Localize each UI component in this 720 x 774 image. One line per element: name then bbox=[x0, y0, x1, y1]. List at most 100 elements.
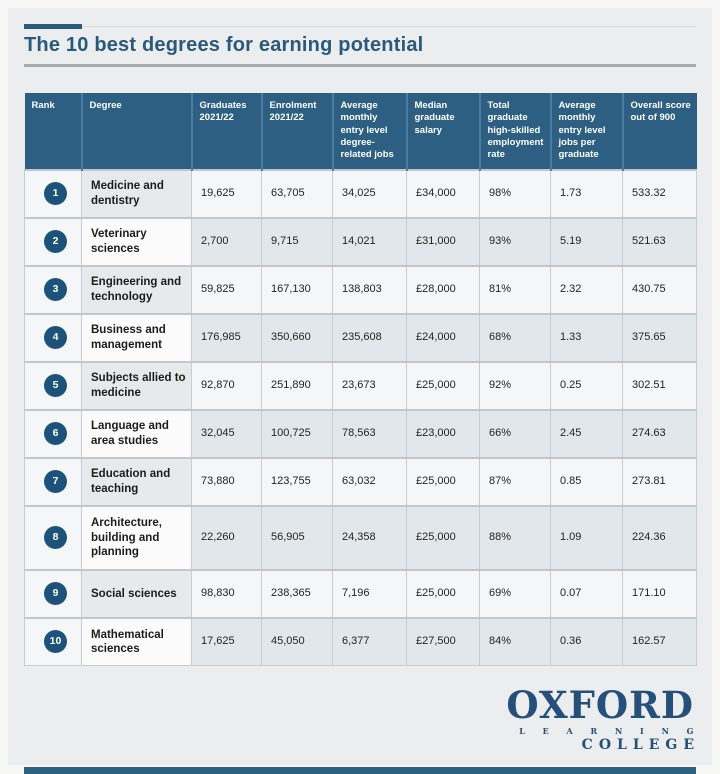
jobs-per-graduate-cell: 2.45 bbox=[550, 408, 623, 459]
enrolment-cell: 45,050 bbox=[261, 616, 333, 667]
avg-monthly-entry-level-jobs-cell: 6,377 bbox=[332, 616, 407, 667]
table-row: 10 Mathematical sciences 17,625 45,050 6,377… bbox=[24, 616, 697, 667]
rank-badge: 7 bbox=[44, 470, 67, 494]
overall-score-cell: 302.51 bbox=[622, 360, 697, 411]
table-row: 1 Medicine and dentistry 19,625 63,705 34,02… bbox=[24, 168, 697, 219]
rank-cell: 10 bbox=[24, 616, 82, 667]
enrolment-cell: 123,755 bbox=[261, 456, 333, 507]
graduates-cell: 32,045 bbox=[191, 408, 262, 459]
median-salary-cell: £25,000 bbox=[406, 360, 480, 411]
employment-rate-cell: 68% bbox=[479, 312, 551, 363]
enrolment-cell: 9,715 bbox=[261, 216, 333, 267]
avg-monthly-entry-level-jobs-cell: 14,021 bbox=[332, 216, 407, 267]
median-salary-cell: £27,500 bbox=[406, 616, 480, 667]
table-row: 5 Subjects allied to medicine 92,870 251,89… bbox=[24, 360, 697, 411]
employment-rate-cell: 88% bbox=[479, 504, 551, 571]
enrolment-cell: 63,705 bbox=[261, 168, 333, 219]
rank-cell: 5 bbox=[24, 360, 82, 411]
median-salary-cell: £25,000 bbox=[406, 504, 480, 571]
rank-cell: 7 bbox=[24, 456, 82, 507]
overall-score-cell: 162.57 bbox=[622, 616, 697, 667]
degree-cell: Mathematical sciences bbox=[81, 616, 192, 667]
table-row: 3 Engineering and technology 59,825 167,130… bbox=[24, 264, 697, 315]
jobs-per-graduate-cell: 0.07 bbox=[550, 568, 623, 619]
degree-cell: Engineering and technology bbox=[81, 264, 192, 315]
table-row: 9 Social sciences 98,830 238,365 7,196 £25,00… bbox=[24, 568, 697, 619]
overall-score-cell: 274.63 bbox=[622, 408, 697, 459]
degree-cell: Social sciences bbox=[81, 568, 192, 619]
degrees-table: Rank Degree Graduates 2021/22 Enrolment 202… bbox=[24, 93, 697, 667]
jobs-per-graduate-cell: 1.73 bbox=[550, 168, 623, 219]
rank-badge: 3 bbox=[44, 278, 67, 302]
degree-cell: Subjects allied to medicine bbox=[81, 360, 192, 411]
rank-cell: 9 bbox=[24, 568, 82, 619]
rank-cell: 1 bbox=[24, 168, 82, 219]
graduates-cell: 17,625 bbox=[191, 616, 262, 667]
graduates-cell: 19,625 bbox=[191, 168, 262, 219]
rank-badge: 10 bbox=[44, 630, 67, 654]
avg-monthly-entry-level-jobs-cell: 63,032 bbox=[332, 456, 407, 507]
table-row: 7 Education and teaching 73,880 123,755 63,0… bbox=[24, 456, 697, 507]
degree-cell: Architecture, building and planning bbox=[81, 504, 192, 571]
rank-badge: 1 bbox=[44, 182, 67, 206]
avg-monthly-entry-level-jobs-cell: 235,608 bbox=[332, 312, 407, 363]
logo-college-text: COLLEGE bbox=[581, 737, 700, 754]
logo-learning-text: L E A R N I N G bbox=[519, 726, 701, 737]
column-header-7: Average monthly entry level jobs per gra… bbox=[549, 93, 623, 170]
enrolment-cell: 238,365 bbox=[261, 568, 333, 619]
median-salary-cell: £25,000 bbox=[406, 568, 480, 619]
column-header-3: Enrolment 2021/22 bbox=[260, 93, 333, 170]
median-salary-cell: £31,000 bbox=[406, 216, 480, 267]
column-header-5: Median graduate salary bbox=[405, 93, 480, 170]
rank-badge: 8 bbox=[44, 526, 67, 550]
column-header-8: Overall score out of 900 bbox=[621, 93, 697, 170]
avg-monthly-entry-level-jobs-cell: 24,358 bbox=[332, 504, 407, 571]
jobs-per-graduate-cell: 1.09 bbox=[550, 504, 623, 571]
avg-monthly-entry-level-jobs-cell: 138,803 bbox=[332, 264, 407, 315]
column-header-4: Average monthly entry level degree-relat… bbox=[331, 93, 407, 170]
table-row: 2 Veterinary sciences 2,700 9,715 14,021 £31,… bbox=[24, 216, 697, 267]
enrolment-cell: 350,660 bbox=[261, 312, 333, 363]
employment-rate-cell: 87% bbox=[479, 456, 551, 507]
rank-badge: 4 bbox=[44, 326, 67, 350]
title-divider bbox=[24, 64, 696, 67]
thin-rule bbox=[82, 26, 696, 27]
table-row: 8 Architecture, building and planning 22,2… bbox=[24, 504, 697, 571]
rank-cell: 2 bbox=[24, 216, 82, 267]
avg-monthly-entry-level-jobs-cell: 78,563 bbox=[332, 408, 407, 459]
median-salary-cell: £23,000 bbox=[406, 408, 480, 459]
employment-rate-cell: 92% bbox=[479, 360, 551, 411]
footer: OXFORD L E A R N I N G COLLEGE bbox=[24, 683, 696, 754]
enrolment-cell: 100,725 bbox=[261, 408, 333, 459]
overall-score-cell: 521.63 bbox=[622, 216, 697, 267]
employment-rate-cell: 66% bbox=[479, 408, 551, 459]
employment-rate-cell: 69% bbox=[479, 568, 551, 619]
rank-cell: 3 bbox=[24, 264, 82, 315]
overall-score-cell: 224.36 bbox=[622, 504, 697, 571]
rank-cell: 8 bbox=[24, 504, 82, 571]
column-header-6: Total graduate high-skilled employment r… bbox=[478, 93, 551, 170]
jobs-per-graduate-cell: 0.85 bbox=[550, 456, 623, 507]
median-salary-cell: £34,000 bbox=[406, 168, 480, 219]
jobs-per-graduate-cell: 0.36 bbox=[550, 616, 623, 667]
degree-cell: Veterinary sciences bbox=[81, 216, 192, 267]
overall-score-cell: 430.75 bbox=[622, 264, 697, 315]
graduates-cell: 98,830 bbox=[191, 568, 262, 619]
employment-rate-cell: 98% bbox=[479, 168, 551, 219]
infographic-page: The 10 best degrees for earning potentia… bbox=[8, 8, 712, 774]
median-salary-cell: £28,000 bbox=[406, 264, 480, 315]
graduates-cell: 59,825 bbox=[191, 264, 262, 315]
median-salary-cell: £24,000 bbox=[406, 312, 480, 363]
degree-cell: Medicine and dentistry bbox=[81, 168, 192, 219]
degree-cell: Education and teaching bbox=[81, 456, 192, 507]
avg-monthly-entry-level-jobs-cell: 34,025 bbox=[332, 168, 407, 219]
logo-wordmark: OXFORD bbox=[506, 683, 694, 728]
median-salary-cell: £25,000 bbox=[406, 456, 480, 507]
rank-badge: 9 bbox=[44, 582, 67, 606]
enrolment-cell: 56,905 bbox=[261, 504, 333, 571]
column-header-0: Rank bbox=[24, 93, 82, 170]
graduates-cell: 2,700 bbox=[191, 216, 262, 267]
rank-badge: 6 bbox=[44, 422, 67, 446]
table-row: 6 Language and area studies 32,045 100,725 7… bbox=[24, 408, 697, 459]
bottom-accent-bar bbox=[24, 767, 696, 774]
